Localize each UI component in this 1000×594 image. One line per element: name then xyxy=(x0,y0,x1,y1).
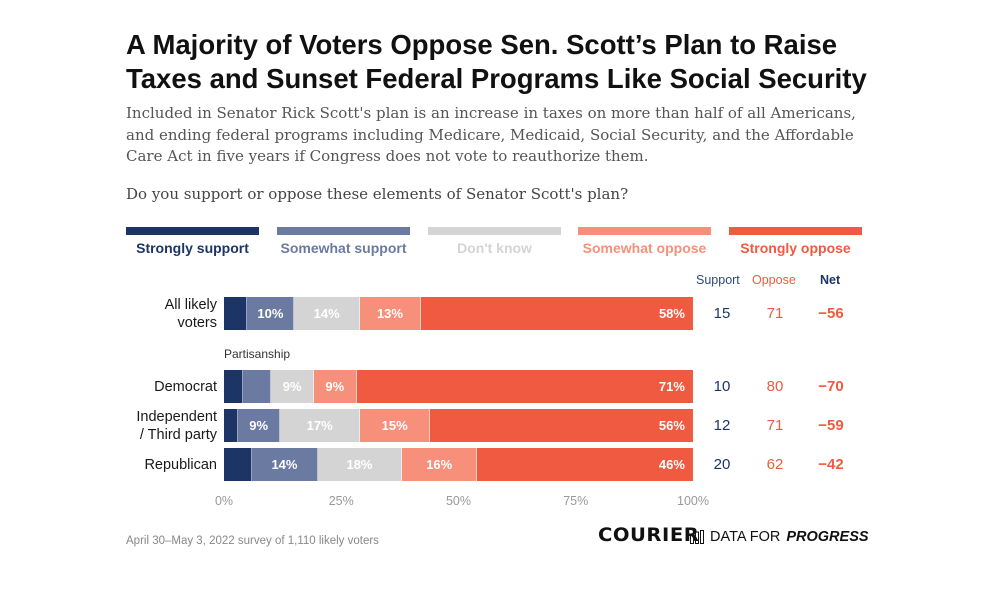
bar-segment: 56% xyxy=(430,409,693,442)
oppose-column-header: Oppose xyxy=(752,273,796,287)
legend-label: Don't know xyxy=(457,240,532,256)
support-value: 12 xyxy=(713,417,731,434)
bar-segment-label: 46% xyxy=(658,457,685,472)
bar-row: 10% 14% 13% 58% xyxy=(224,297,693,330)
x-tick-label: 0% xyxy=(214,494,234,508)
page-subtitle: Included in Senator Rick Scott's plan is… xyxy=(126,104,856,165)
bar-segment xyxy=(224,409,239,442)
legend-item: Don't know xyxy=(428,227,561,257)
legend-swatch xyxy=(729,227,862,235)
bar-segment xyxy=(242,370,272,403)
support-column-header: Support xyxy=(696,273,740,287)
survey-question: Do you support or oppose these elements … xyxy=(126,185,629,203)
legend-item: Strongly support xyxy=(126,227,259,257)
legend-item: Somewhat support xyxy=(277,227,410,257)
bar-segment: 10% xyxy=(247,297,295,330)
bar-row: 9% 9% 71% xyxy=(224,370,693,403)
legend-item: Somewhat oppose xyxy=(578,227,711,257)
legend-swatch xyxy=(428,227,561,235)
bar-segment: 58% xyxy=(420,297,693,330)
oppose-value: 71 xyxy=(766,417,784,434)
section-label-partisanship: Partisanship xyxy=(224,347,291,361)
net-value: −59 xyxy=(818,417,844,434)
bar-segment: 17% xyxy=(280,409,360,442)
bar-segment xyxy=(224,448,253,481)
bar-segment: 9% xyxy=(313,370,357,403)
row-label: Democrat xyxy=(154,379,217,395)
bar-segment-label: 58% xyxy=(658,306,685,321)
net-value: −42 xyxy=(818,456,844,473)
bar-segment: 71% xyxy=(356,370,693,403)
bar-segment-label: 16% xyxy=(426,457,453,472)
bar-row: 9% 17% 15% 56% xyxy=(224,409,693,442)
bar-segment-label: 9% xyxy=(325,379,345,394)
x-tick-label: 75% xyxy=(563,494,589,508)
row-label: Independent / Third party xyxy=(136,409,217,443)
bar-segment: 46% xyxy=(477,448,693,481)
bar-segment-label: 14% xyxy=(313,306,340,321)
bar-segment-label: 13% xyxy=(376,306,403,321)
legend-label: Strongly oppose xyxy=(740,240,851,256)
x-tick-label: 50% xyxy=(445,494,472,508)
bar-segment-label: 9% xyxy=(282,379,302,394)
legend-label: Strongly support xyxy=(136,240,249,256)
net-column-header: Net xyxy=(820,273,841,287)
courier-logo: COURIER xyxy=(598,524,700,546)
survey-footnote: April 30–May 3, 2022 survey of 1,110 lik… xyxy=(126,535,379,547)
oppose-value: 71 xyxy=(766,305,784,322)
legend-item: Strongly oppose xyxy=(729,227,862,257)
row-label: All likely voters xyxy=(164,297,217,331)
bar-segment-label: 71% xyxy=(658,379,685,394)
oppose-value: 62 xyxy=(766,456,784,473)
bar-row: 14% 18% 16% 46% xyxy=(224,448,693,481)
row-label: Republican xyxy=(144,457,217,473)
bar-segment: 16% xyxy=(402,448,478,481)
bar-segment xyxy=(224,370,243,403)
bar-segment: 18% xyxy=(317,448,403,481)
bar-segment-label: 17% xyxy=(306,418,333,433)
legend-swatch xyxy=(277,227,410,235)
oppose-value: 80 xyxy=(766,378,784,395)
bar-segment-label: 9% xyxy=(249,418,269,433)
legend-label: Somewhat support xyxy=(280,240,407,256)
dfp-logo-prefix: DATA FOR xyxy=(710,529,781,545)
net-value: −56 xyxy=(818,305,844,322)
legend-swatch xyxy=(578,227,711,235)
bar-segment: 15% xyxy=(359,409,431,442)
x-tick-label: 25% xyxy=(328,494,354,508)
page-title: A Majority of Voters Oppose Sen. Scott’s… xyxy=(126,29,867,94)
bar-segment-label: 18% xyxy=(346,457,373,472)
bar-segment-label: 15% xyxy=(381,418,408,433)
support-value: 10 xyxy=(713,378,731,395)
legend-label: Somewhat oppose xyxy=(582,240,707,256)
bar-segment: 9% xyxy=(238,409,281,442)
support-value: 20 xyxy=(713,456,731,473)
data-for-progress-logo: DATA FOR PROGRESS xyxy=(690,529,869,545)
bar-segment-label: 56% xyxy=(658,418,685,433)
dfp-logo-bold: PROGRESS xyxy=(786,529,869,545)
bar-segment-label: 14% xyxy=(271,457,298,472)
bar-chart-icon xyxy=(690,530,704,544)
bar-segment: 9% xyxy=(271,370,314,403)
bar-segment: 13% xyxy=(359,297,421,330)
net-value: −70 xyxy=(818,378,844,395)
bar-segment: 14% xyxy=(252,448,318,481)
legend-swatch xyxy=(126,227,259,235)
x-tick-label: 100% xyxy=(677,494,709,508)
bar-segment-label: 10% xyxy=(257,306,284,321)
support-value: 15 xyxy=(713,305,731,322)
bar-segment: 14% xyxy=(294,297,360,330)
bar-segment xyxy=(224,297,248,330)
